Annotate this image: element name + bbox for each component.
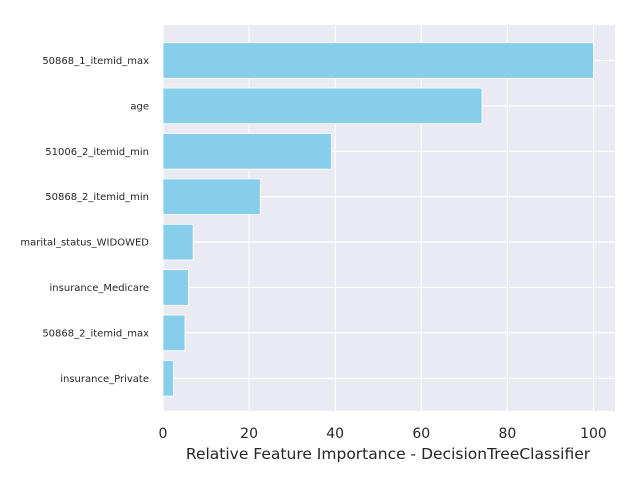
x-tick-label: 40 xyxy=(326,426,344,442)
gridlines xyxy=(162,25,615,411)
bar-50868_2_itemid_max xyxy=(162,314,186,352)
bar-51006_2_itemid_min xyxy=(162,133,332,170)
bar-marital_status_WIDOWED xyxy=(162,223,194,261)
plot-area xyxy=(163,25,615,411)
y-tick-label: 50868_1_itemid_max xyxy=(42,56,149,67)
x-tick-label: 20 xyxy=(240,426,258,442)
x-tick-label: 0 xyxy=(159,426,168,442)
y-tick-label: insurance_Private xyxy=(60,374,149,385)
y-tick-label: 50868_2_itemid_max xyxy=(42,328,149,339)
x-tick-label: 60 xyxy=(412,426,430,442)
y-tick-label: marital_status_WIDOWED xyxy=(20,238,149,249)
x-axis-label: Relative Feature Importance - DecisionTr… xyxy=(186,445,591,463)
y-tick-label: 51006_2_itemid_min xyxy=(45,147,149,158)
bar-age xyxy=(162,87,483,125)
bar-50868_1_itemid_max xyxy=(162,42,594,79)
x-tick-labels: 0 20 40 60 80 100 xyxy=(159,426,607,442)
bars xyxy=(162,42,594,397)
bar-50868_2_itemid_min xyxy=(162,178,261,215)
y-tick-label: insurance_Medicare xyxy=(50,283,149,294)
x-tick-label: 100 xyxy=(580,426,607,442)
bar-insurance_Private xyxy=(162,360,174,397)
bar-insurance_Medicare xyxy=(162,269,189,306)
y-tick-label: 50868_2_itemid_min xyxy=(45,192,149,203)
x-tick-label: 80 xyxy=(498,426,516,442)
y-tick-label: age xyxy=(130,101,149,112)
